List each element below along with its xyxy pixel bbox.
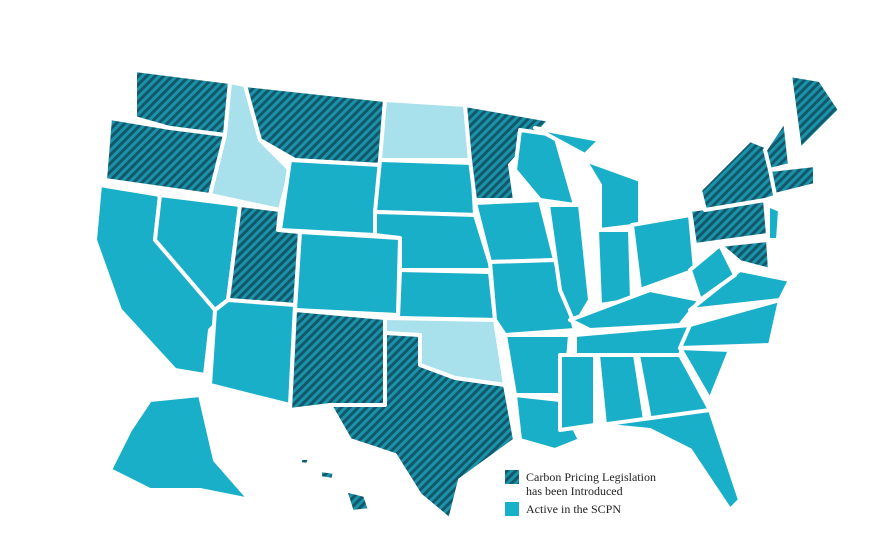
state — [318, 468, 337, 482]
state — [328, 331, 517, 522]
state — [378, 98, 472, 162]
state — [718, 238, 772, 272]
state — [488, 258, 577, 337]
state — [288, 308, 387, 412]
state — [678, 298, 782, 350]
state — [763, 118, 792, 172]
state — [688, 243, 737, 302]
state — [396, 268, 497, 322]
legend-label: Carbon Pricing Legislation — [526, 470, 656, 484]
states — [93, 68, 842, 522]
state — [473, 198, 557, 264]
state — [595, 228, 634, 307]
legend-swatch — [505, 502, 519, 516]
state — [108, 393, 252, 502]
state — [568, 288, 702, 332]
state — [298, 456, 312, 467]
legend: Carbon Pricing Legislation has been Intr… — [505, 470, 656, 516]
legend-label: Active in the SCPN — [526, 502, 621, 516]
state — [766, 203, 782, 242]
state — [343, 488, 372, 514]
state — [598, 408, 742, 512]
state — [630, 213, 697, 292]
state — [208, 298, 297, 407]
legend-swatch — [505, 470, 519, 484]
state — [546, 203, 592, 327]
legend-label: has been Introduced — [526, 484, 623, 498]
state — [583, 158, 642, 232]
state — [558, 353, 597, 432]
state — [533, 126, 602, 157]
state — [278, 158, 382, 237]
state — [788, 73, 842, 152]
state — [293, 230, 402, 317]
state — [373, 158, 477, 217]
state — [768, 163, 817, 197]
